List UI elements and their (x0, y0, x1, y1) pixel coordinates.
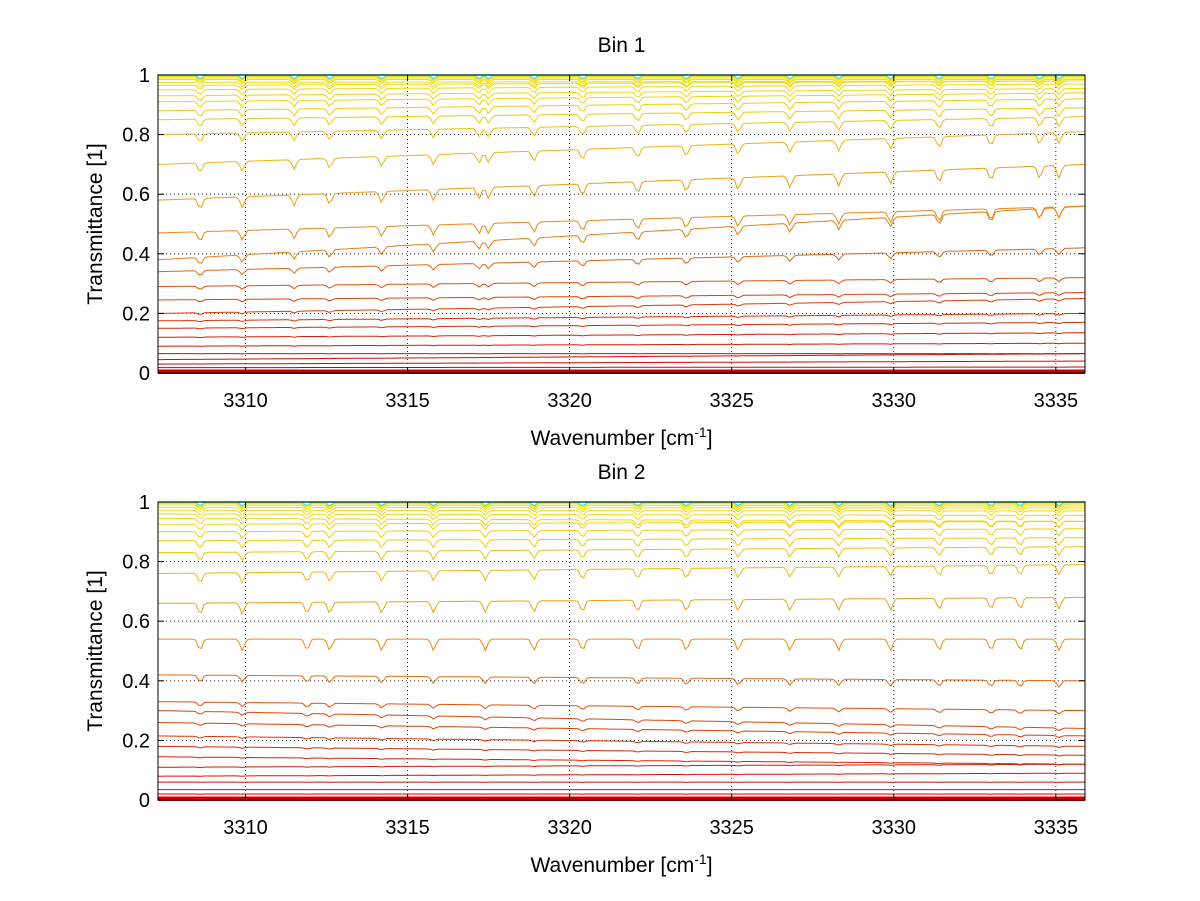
axes-box (157, 74, 1086, 374)
series-line (158, 509, 1085, 517)
x-tick-label: 3335 (1034, 390, 1079, 412)
x-tick-label: 3325 (709, 817, 754, 839)
x-tick-label: 3330 (872, 817, 917, 839)
series-line (158, 353, 1085, 361)
series-line (158, 92, 1085, 109)
series-line (157, 546, 1085, 562)
x-axis-label: Wavenumber [cm-1] (530, 424, 712, 450)
x-tick-label: 3310 (223, 390, 268, 412)
series-line (157, 205, 1086, 264)
series-line (158, 366, 1085, 369)
series-line (158, 205, 1086, 242)
series-line (158, 564, 1085, 584)
series-line (158, 503, 1085, 509)
y-axis-label: Transmittance [1] (84, 143, 107, 304)
series-line (157, 247, 1086, 276)
series-line (157, 163, 1086, 209)
series-line (158, 76, 1085, 82)
y-tick-label: 0.6 (122, 611, 150, 633)
y-tick-label: 1 (139, 492, 150, 514)
x-axis-label: Wavenumber [cm-1] (530, 851, 712, 877)
chart-title: Bin 1 (598, 34, 646, 57)
series-line (158, 321, 1086, 330)
x-tick-label: 3310 (223, 817, 268, 839)
series-line (158, 596, 1085, 616)
series-line (158, 77, 1085, 83)
series-line (158, 756, 1085, 766)
y-tick-label: 0 (139, 363, 150, 385)
y-tick-label: 1 (139, 65, 150, 87)
series-line (158, 528, 1085, 540)
series-line (157, 312, 1085, 323)
ticks: 3310 3315 3320 3325 3330 3335 0 0.2 0.4 0.6 0.8 1 (122, 492, 1085, 839)
y-tick-label: 0 (139, 790, 150, 812)
series-line (157, 722, 1085, 739)
y-tick-label: 0.8 (122, 125, 150, 147)
y-axis-label: Transmittance [1] (84, 570, 107, 731)
series-line (157, 98, 1086, 118)
series-line (157, 116, 1086, 143)
y-tick-label: 0.4 (122, 244, 150, 266)
series-line (158, 504, 1085, 511)
x-tick-label: 3320 (547, 390, 592, 412)
series-line (158, 79, 1085, 85)
x-tick-label: 3315 (385, 817, 430, 839)
series-line (158, 506, 1085, 514)
y-tick-label: 0.4 (122, 671, 150, 693)
series-line (158, 80, 1085, 88)
series-line (158, 537, 1085, 550)
y-tick-label: 0.6 (122, 184, 150, 206)
chart-title: Bin 2 (598, 461, 646, 484)
series-line (158, 360, 1085, 365)
series-line (158, 342, 1085, 347)
chart-panel-bin-1: 3310 3315 3320 3325 3330 3335 0 0.2 0.4 0.6 0.8 1 B… (84, 34, 1086, 450)
series-line (158, 745, 1085, 757)
series-line (157, 674, 1085, 688)
series-line (157, 735, 1086, 749)
series-line (158, 517, 1085, 528)
series-line (158, 107, 1085, 128)
series-line (158, 277, 1086, 290)
series-line (157, 710, 1086, 732)
x-tick-label: 3335 (1034, 817, 1079, 839)
y-tick-label: 0.2 (122, 303, 150, 325)
series-line (158, 513, 1085, 522)
series-line (158, 83, 1086, 96)
series-line (158, 292, 1086, 303)
series-line (158, 701, 1085, 715)
y-tick-label: 0.8 (122, 552, 150, 574)
x-tick-label: 3330 (872, 390, 917, 412)
series-line (157, 87, 1085, 102)
axes-box (157, 501, 1086, 801)
x-tick-label: 3320 (547, 817, 592, 839)
series-line (157, 131, 1086, 173)
ticks: 3310 3315 3320 3325 3330 3335 0 0.2 0.4 0.6 0.8 1 (122, 65, 1085, 412)
plot-area (158, 502, 1085, 800)
series-line (158, 638, 1085, 652)
series-line (158, 520, 1085, 532)
chart-panel-bin-2: 3310 3315 3320 3325 3330 3335 0 0.2 0.4 0.6 0.8 1 B… (84, 461, 1086, 877)
x-tick-label: 3315 (385, 390, 430, 412)
series-line (158, 763, 1085, 768)
y-tick-label: 0.2 (122, 730, 150, 752)
series-line (158, 772, 1085, 777)
series-line (158, 332, 1085, 338)
series-line (158, 298, 1085, 315)
x-tick-label: 3325 (709, 390, 754, 412)
